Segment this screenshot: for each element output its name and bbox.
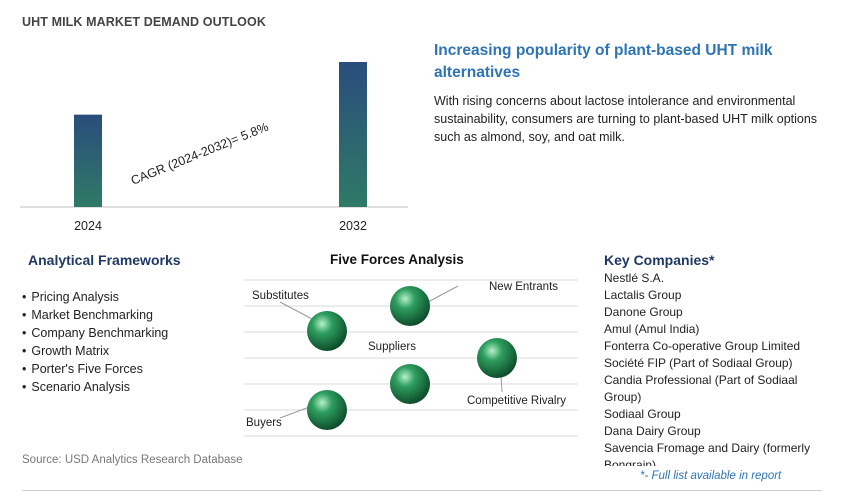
bar-2024: [74, 114, 102, 207]
chart-title: UHT MILK MARKET DEMAND OUTLOOK: [22, 15, 266, 29]
insight-description: With rising concerns about lactose intol…: [434, 94, 818, 144]
company-item: Amul (Amul India): [604, 322, 700, 336]
company-item: Lactalis Group: [604, 288, 682, 302]
x-tick-label: 2024: [74, 219, 102, 233]
company-item: Savencia Fromage and Dairy (formerly Bon…: [604, 441, 811, 466]
company-item: Nestlé S.A.: [604, 271, 665, 285]
framework-item: Company Benchmarking: [22, 324, 168, 342]
framework-item: Porter's Five Forces: [22, 360, 168, 378]
company-item: Société FIP (Part of Sodiaal Group): [604, 356, 793, 370]
buyers-sphere: [307, 390, 347, 430]
insight-headline: Increasing popularity of plant-based UHT…: [434, 42, 773, 81]
source-note: Source: USD Analytics Research Database: [22, 454, 243, 466]
suppliers-sphere: [390, 364, 430, 404]
five-forces-title: Five Forces Analysis: [330, 252, 464, 267]
bar-2032: [339, 62, 367, 207]
framework-item: Growth Matrix: [22, 342, 168, 360]
competitive-rivalry-sphere: [477, 338, 517, 378]
company-item: Candia Professional (Part of Sodiaal Gro…: [604, 373, 798, 404]
new-entrants-label: New Entrants: [489, 281, 558, 293]
bottom-divider: [22, 490, 822, 491]
company-item: Danone Group: [604, 305, 683, 319]
framework-item: Pricing Analysis: [22, 288, 168, 306]
substitutes-label: Substitutes: [252, 290, 309, 302]
key-companies-list: Nestlé S.A. Lactalis Group Danone Group Amu…: [604, 270, 819, 466]
analytical-frameworks-title: Analytical Frameworks: [28, 252, 181, 268]
cagr-annotation: CAGR (2024-2032)= 5.8%: [129, 120, 271, 188]
company-item: Dana Dairy Group: [604, 424, 701, 438]
company-item: Sodiaal Group: [604, 407, 681, 421]
key-companies-title: Key Companies*: [604, 252, 715, 268]
company-item: Fonterra Co-operative Group Limited: [604, 339, 801, 353]
full-list-footnote[interactable]: *- Full list available in report: [640, 470, 782, 482]
five-forces-diagram: Substitutes New Entrants Suppliers Compe…: [244, 279, 578, 437]
new-entrants-sphere: [390, 286, 430, 326]
suppliers-label: Suppliers: [368, 341, 416, 353]
framework-item: Scenario Analysis: [22, 378, 168, 396]
analytical-frameworks-list: Pricing AnalysisMarket BenchmarkingCompa…: [22, 288, 168, 396]
competitive-rivalry-label: Competitive Rivalry: [467, 395, 566, 407]
demand-bar-chart: 2024 2032 CAGR (2024-2032)= 5.8%: [20, 62, 408, 233]
x-tick-label: 2032: [339, 219, 367, 233]
substitutes-sphere: [307, 311, 347, 351]
framework-item: Market Benchmarking: [22, 306, 168, 324]
buyers-label: Buyers: [246, 417, 282, 429]
